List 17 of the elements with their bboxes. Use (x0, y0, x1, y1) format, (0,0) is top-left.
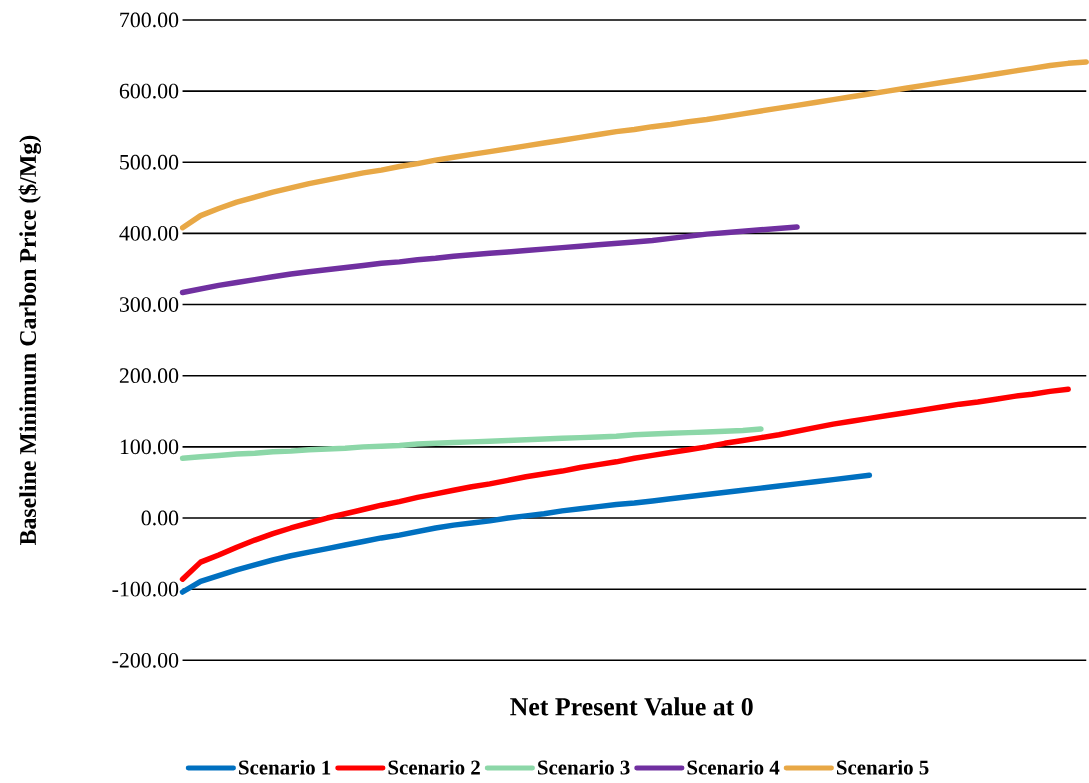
y-tick-label: 400.00 (119, 225, 179, 241)
x-axis-title: Net Present Value at 0 (510, 697, 753, 716)
y-tick-label: 700.00 (120, 12, 179, 28)
y-tick-label: 300.00 (119, 297, 179, 312)
y-tick-label: 600.00 (119, 83, 179, 99)
legend-label: Scenario 5 (837, 759, 929, 775)
y-tick-label: -200.00 (112, 652, 179, 668)
y-tick-label: 200.00 (119, 368, 179, 384)
legend-label: Scenario 4 (687, 759, 780, 775)
legend-label: Scenario 1 (239, 759, 331, 775)
y-tick-label: 500.00 (120, 154, 179, 170)
y-tick-label: 100.00 (120, 439, 179, 455)
legend-label: Scenario 2 (388, 759, 480, 775)
y-axis-title: Baseline Minimum Carbon Price ($/Mg) (18, 135, 42, 546)
y-tick-label: -100.00 (112, 581, 179, 597)
legend-label: Scenario 3 (538, 759, 630, 775)
y-tick-label: 0.00 (141, 510, 179, 526)
